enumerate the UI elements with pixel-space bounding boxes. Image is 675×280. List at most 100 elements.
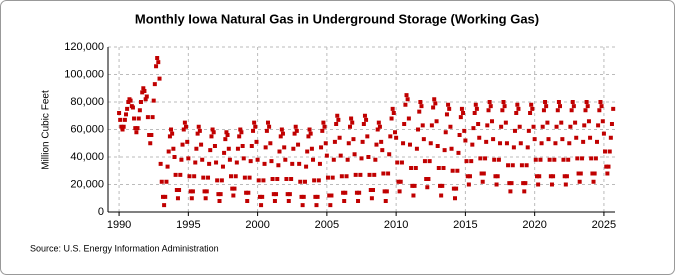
data-point — [324, 153, 329, 158]
data-point — [200, 157, 205, 162]
data-point — [188, 189, 193, 194]
data-point — [321, 120, 326, 125]
data-point — [275, 177, 280, 181]
data-point — [507, 181, 512, 186]
data-point — [190, 189, 195, 194]
data-point — [263, 145, 268, 150]
data-point — [419, 104, 424, 109]
data-point — [252, 120, 257, 125]
data-point — [230, 186, 235, 191]
data-point — [443, 130, 448, 135]
y-tick-label: 0 — [98, 206, 104, 218]
data-point — [518, 141, 523, 146]
data-point — [562, 174, 567, 179]
data-point — [551, 174, 556, 179]
data-point — [162, 203, 167, 208]
data-point — [383, 199, 388, 203]
data-point — [331, 157, 336, 162]
data-point — [591, 179, 596, 184]
data-point — [469, 159, 474, 164]
data-point — [564, 174, 569, 179]
data-point — [541, 108, 546, 113]
data-point — [171, 146, 176, 151]
data-point — [473, 102, 478, 107]
data-point — [166, 149, 171, 154]
data-point — [414, 146, 419, 151]
data-point — [359, 156, 364, 161]
data-point — [532, 137, 537, 142]
data-point — [246, 190, 251, 195]
data-point — [588, 135, 593, 140]
data-point — [365, 134, 370, 139]
data-point — [137, 108, 142, 113]
data-point — [328, 203, 333, 208]
data-point — [425, 185, 430, 190]
data-point — [276, 163, 281, 168]
data-point — [521, 181, 526, 186]
data-point — [265, 120, 270, 125]
data-point — [540, 124, 545, 129]
data-point — [271, 192, 276, 197]
data-point — [313, 194, 318, 199]
data-point — [398, 179, 403, 184]
data-point — [287, 192, 292, 197]
data-point — [242, 175, 247, 180]
data-point — [433, 101, 438, 106]
data-point — [404, 93, 409, 98]
data-point — [510, 163, 515, 168]
data-point — [245, 199, 250, 203]
data-point — [596, 123, 601, 128]
data-point — [575, 156, 580, 161]
data-point — [238, 127, 243, 132]
data-point — [307, 127, 312, 132]
data-point — [206, 175, 211, 180]
data-point — [525, 145, 530, 150]
data-point — [566, 157, 571, 162]
data-point — [173, 172, 178, 177]
data-point — [573, 120, 578, 125]
data-point — [216, 192, 221, 197]
data-point — [429, 123, 434, 128]
data-point — [170, 131, 175, 136]
data-point — [561, 157, 566, 162]
data-point — [524, 163, 529, 168]
data-point — [210, 127, 215, 132]
data-point — [571, 104, 576, 109]
y-tick-label: 80,000 — [70, 96, 104, 108]
data-point — [128, 98, 133, 103]
data-point — [386, 171, 391, 176]
x-tick-label: 2025 — [592, 219, 616, 231]
data-point — [471, 126, 476, 131]
data-point — [417, 109, 422, 114]
data-point — [283, 157, 288, 162]
data-point — [553, 141, 558, 146]
data-point — [298, 179, 303, 184]
data-point — [435, 144, 440, 148]
data-point — [209, 134, 214, 139]
data-point — [349, 116, 354, 121]
data-point — [603, 149, 608, 154]
data-point — [531, 124, 536, 129]
data-point — [315, 194, 320, 199]
data-point — [120, 127, 125, 132]
data-point — [285, 192, 290, 197]
data-point — [592, 171, 597, 176]
data-point — [448, 124, 453, 129]
data-point — [403, 102, 408, 107]
data-point — [456, 150, 461, 155]
data-point — [449, 146, 454, 151]
data-point — [495, 174, 500, 179]
data-point — [296, 142, 301, 147]
data-point — [609, 122, 614, 126]
data-point — [364, 117, 369, 122]
data-point — [427, 159, 432, 164]
data-point — [463, 138, 468, 143]
data-point — [488, 104, 493, 109]
data-point — [416, 127, 421, 132]
data-point — [342, 199, 347, 203]
data-point — [539, 141, 544, 146]
data-point — [555, 108, 560, 113]
data-point — [409, 166, 414, 170]
data-point — [486, 108, 491, 113]
data-point — [467, 174, 472, 179]
